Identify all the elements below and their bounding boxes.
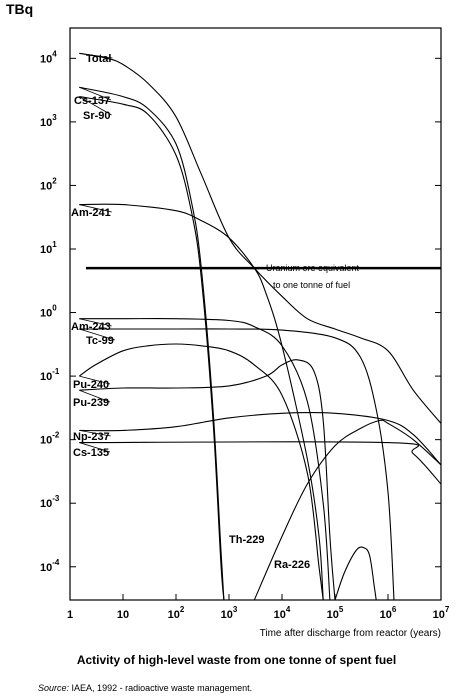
y-tick-label: 10-1	[40, 367, 60, 383]
series-label-am-241: Am-241	[71, 207, 111, 219]
series-label-ra-226: Ra-226	[274, 559, 310, 571]
series-label-am-243: Am-243	[71, 321, 111, 333]
source-label: Source:	[38, 683, 70, 693]
series-line-pu-239	[79, 359, 336, 600]
x-tick-label: 1	[67, 609, 73, 621]
series-label-pu-239: Pu-239	[73, 397, 109, 409]
reference-line-label-2: to one tonne of fuel	[273, 280, 350, 290]
plot-frame	[69, 27, 442, 601]
y-tick-label: 101	[40, 240, 57, 256]
y-unit-label: TBq	[6, 1, 33, 17]
series-leader-tc-99	[79, 328, 116, 341]
series-line-sr-90	[79, 96, 225, 600]
y-tick-label: 102	[40, 176, 57, 192]
series-label-total: Total	[86, 53, 111, 65]
series-label-cs-135: Cs-135	[73, 447, 109, 459]
x-axis-label: Time after discharge from reactor (years…	[260, 628, 441, 639]
series-line-cs-135	[79, 441, 441, 485]
y-tick-label: 100	[40, 304, 57, 320]
x-tick-label: 105	[327, 605, 344, 621]
series-leader-total	[79, 52, 113, 59]
series-line-th-229	[253, 419, 441, 600]
series-leader-am-241	[79, 204, 112, 213]
y-tick-label: 10-4	[40, 558, 60, 574]
series-label-th-229: Th-229	[229, 534, 264, 546]
y-tick-label: 10-3	[40, 494, 60, 510]
source-text: IAEA, 1992 - radioactive waste managemen…	[71, 683, 253, 693]
series-line-total	[79, 52, 441, 424]
series-line-am-241	[79, 203, 324, 600]
x-tick-label: 102	[168, 605, 185, 621]
y-tick-label: 104	[40, 49, 57, 65]
series-label-pu-240: Pu-240	[73, 379, 109, 391]
x-tick-label: 106	[380, 605, 397, 621]
chart-caption: Activity of high-level waste from one to…	[76, 653, 397, 667]
series-leader-am-243	[79, 318, 112, 327]
y-tick-label: 10-2	[40, 431, 60, 447]
series-line-pu-240	[78, 343, 324, 600]
series-label-tc-99: Tc-99	[86, 335, 114, 347]
series-leader-pu-239	[79, 389, 111, 403]
x-tick-label: 10	[117, 609, 129, 621]
series-line-cs-137	[79, 86, 225, 600]
series-label-cs-137: Cs-137	[74, 95, 110, 107]
x-tick-label: 107	[433, 605, 450, 621]
reference-line-label-1: Uranium ore equivalent	[266, 263, 360, 273]
y-tick-label: 103	[40, 113, 57, 129]
series-label-sr-90: Sr-90	[83, 110, 111, 122]
series-line-np-237	[79, 412, 441, 466]
series-line-tc-99	[79, 328, 395, 600]
series-line-ra-226	[334, 546, 377, 600]
series-leader-cs-135	[79, 442, 111, 453]
series-leader-cs-137	[79, 86, 112, 101]
series-leader-sr-90	[79, 96, 112, 116]
series-leader-pu-240	[79, 375, 111, 385]
series-leader-np-237	[79, 429, 111, 437]
source-note: Source: IAEA, 1992 - radioactive waste m…	[38, 683, 252, 693]
x-tick-label: 103	[221, 605, 238, 621]
x-tick-label: 104	[274, 605, 291, 621]
plot-area: 1 10 102 103 104 105 106 107 10-4 10-3 10-2 10-1 100…	[40, 27, 450, 621]
